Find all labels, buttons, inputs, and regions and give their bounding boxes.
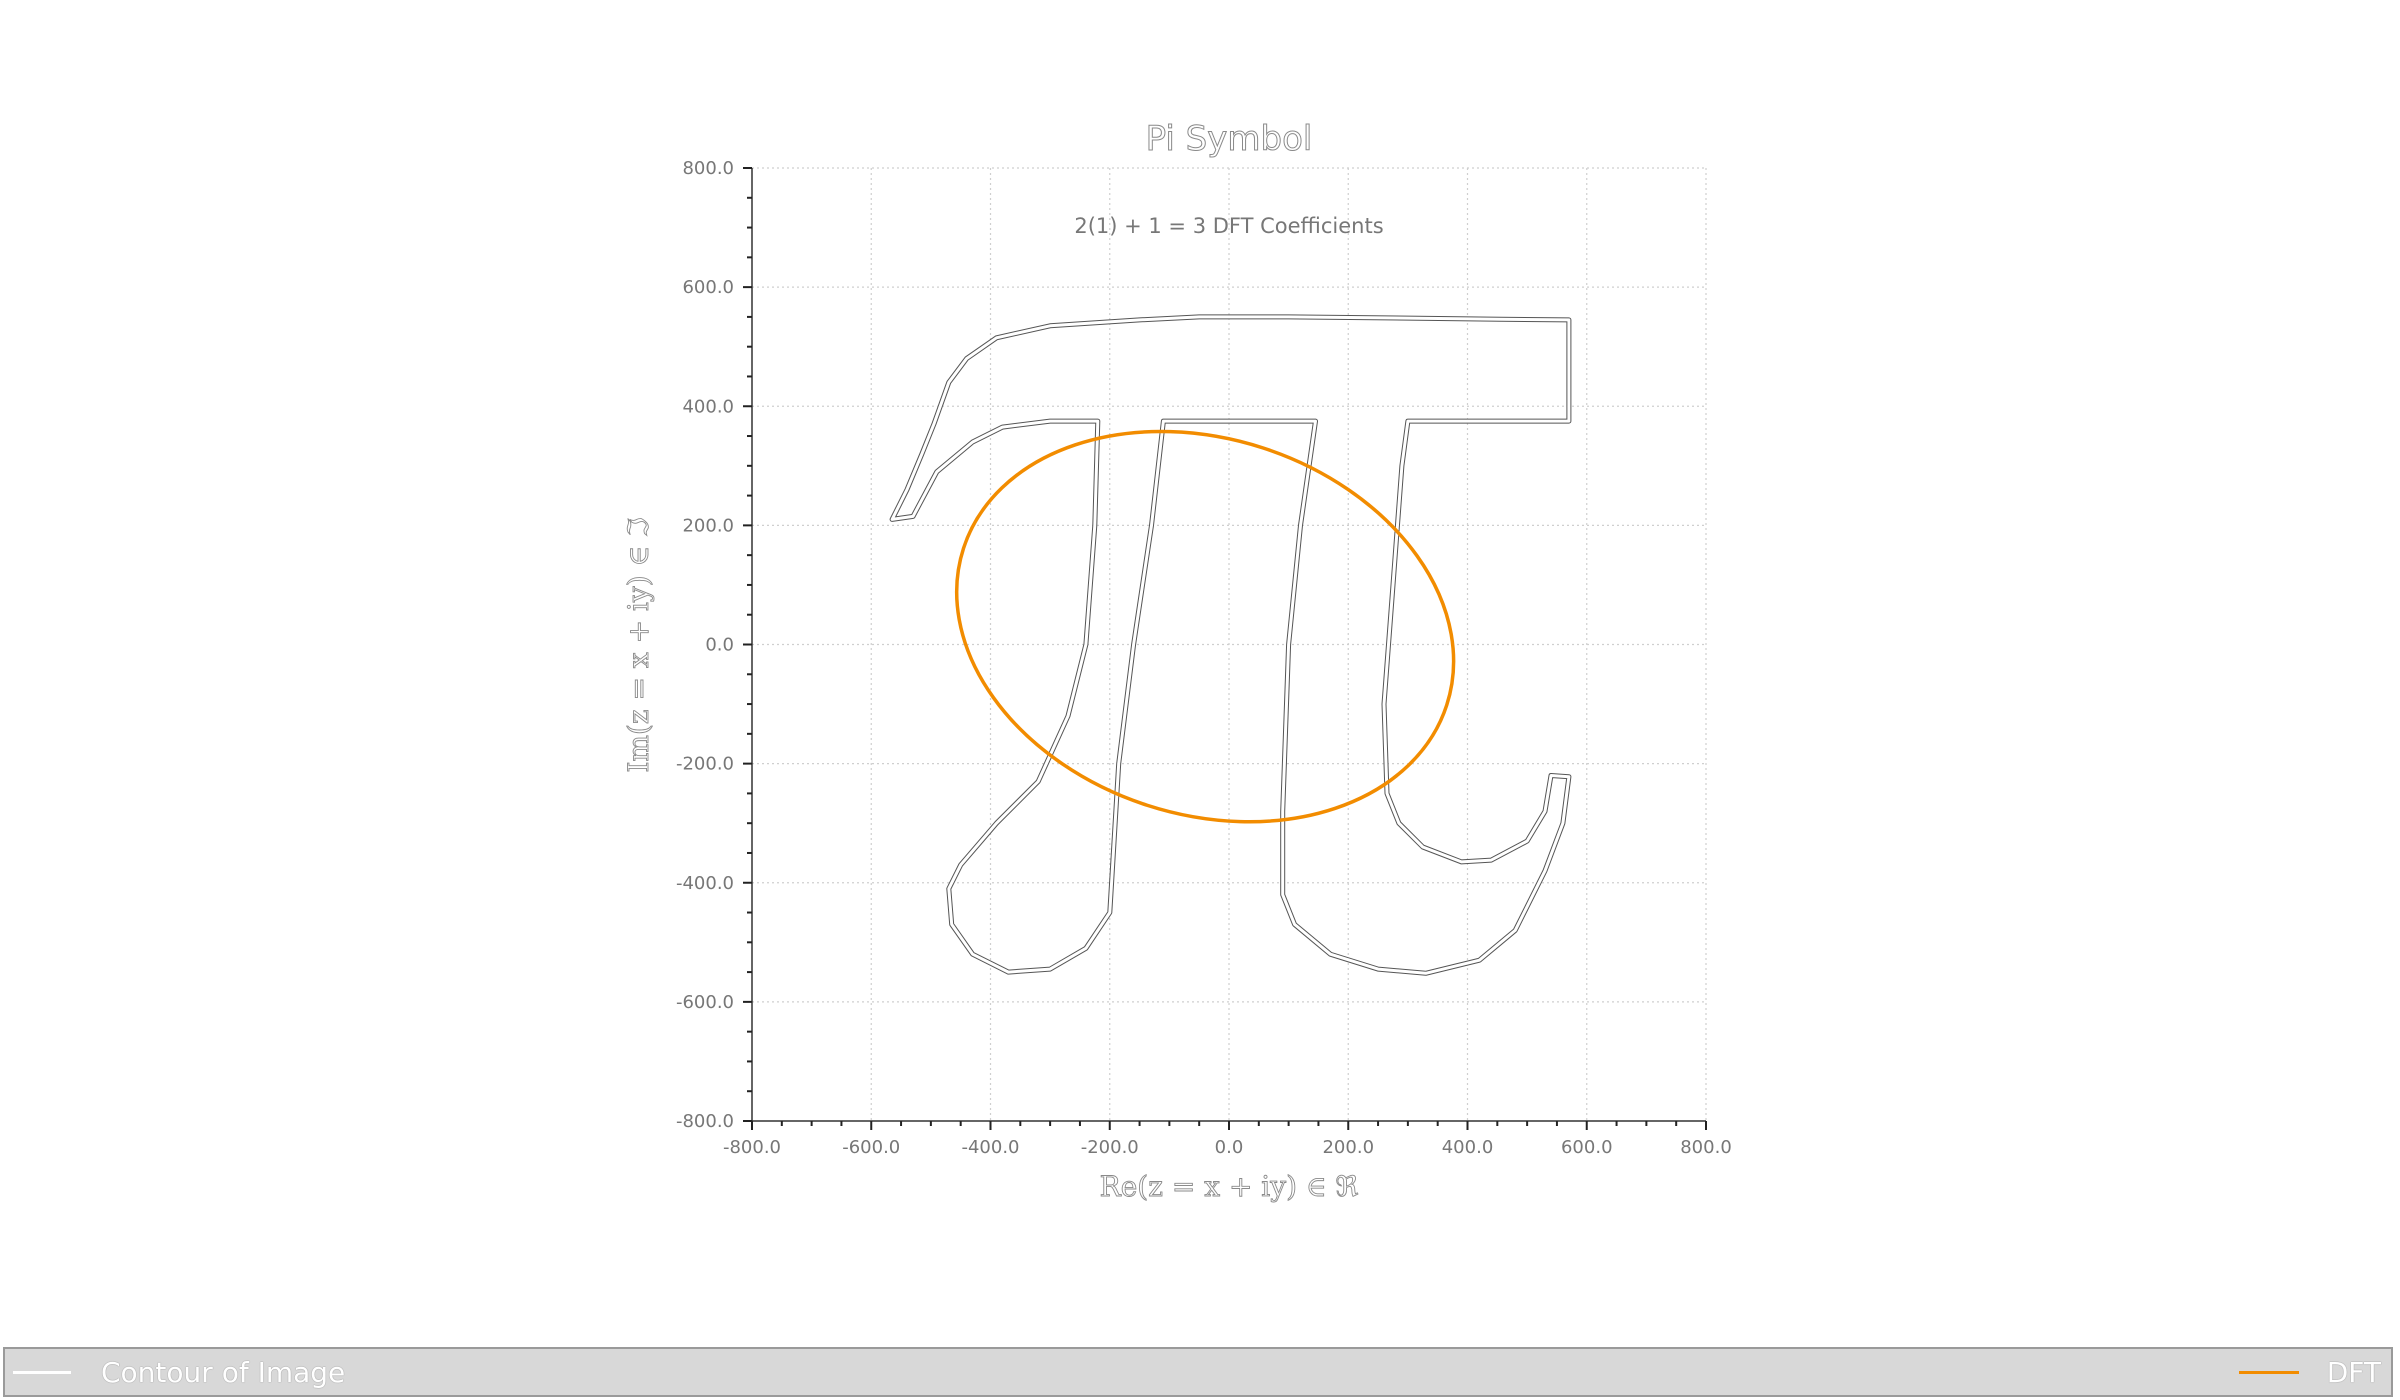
x-tick-label: -200.0 [1081, 1137, 1139, 1158]
series-dft [954, 429, 1456, 824]
legend-item-dft[interactable]: DFT [2238, 1349, 2381, 1395]
chart-annotation: 2(1) + 1 = 3 DFT Coefficients [1074, 214, 1383, 238]
legend-item-contour[interactable]: Contour of Image [13, 1349, 345, 1395]
y-tick-label: -800.0 [676, 1111, 734, 1132]
chart-area: Pi Symbol -800.0 -600.0 -400.0 -200.0 0.0 200… [622, 119, 1732, 1204]
y-tick-label: 600.0 [682, 277, 734, 298]
y-tick-label: 0.0 [705, 635, 734, 656]
series-contour-of-image [890, 315, 1571, 975]
x-tick-label: 400.0 [1442, 1137, 1494, 1158]
chart-title: Pi Symbol [1146, 119, 1313, 159]
x-tick-label: -600.0 [842, 1137, 900, 1158]
x-tick-label: -800.0 [723, 1137, 781, 1158]
tick-labels: -800.0 -600.0 -400.0 -200.0 0.0 200.0 400.0 600… [676, 158, 1732, 1158]
x-tick-label: -400.0 [961, 1137, 1019, 1158]
legend-swatch-dft [2238, 1370, 2299, 1374]
y-tick-label: 400.0 [682, 396, 734, 417]
y-tick-label: -600.0 [676, 992, 734, 1013]
axes [743, 167, 1707, 1130]
y-tick-label: -400.0 [676, 873, 734, 894]
series [889, 314, 1572, 976]
grid [752, 167, 1707, 1121]
legend: Contour of Image DFT [3, 1347, 2393, 1397]
x-tick-label: 600.0 [1561, 1137, 1613, 1158]
y-tick-label: 200.0 [682, 515, 734, 536]
legend-swatch-contour [13, 1370, 71, 1374]
x-tick-label: 800.0 [1680, 1137, 1732, 1158]
legend-label-contour: Contour of Image [101, 1355, 346, 1389]
x-tick-label: 0.0 [1215, 1137, 1244, 1158]
x-axis-label: Re(z = x + iy) ∈ ℜ [1100, 1170, 1359, 1203]
y-axis-label: Im(z = x + iy) ∈ ℑ [622, 517, 655, 772]
y-tick-label: 800.0 [682, 158, 734, 179]
y-tick-label: -200.0 [676, 754, 734, 775]
legend-label-dft: DFT [2326, 1355, 2381, 1389]
x-tick-label: 200.0 [1322, 1137, 1374, 1158]
